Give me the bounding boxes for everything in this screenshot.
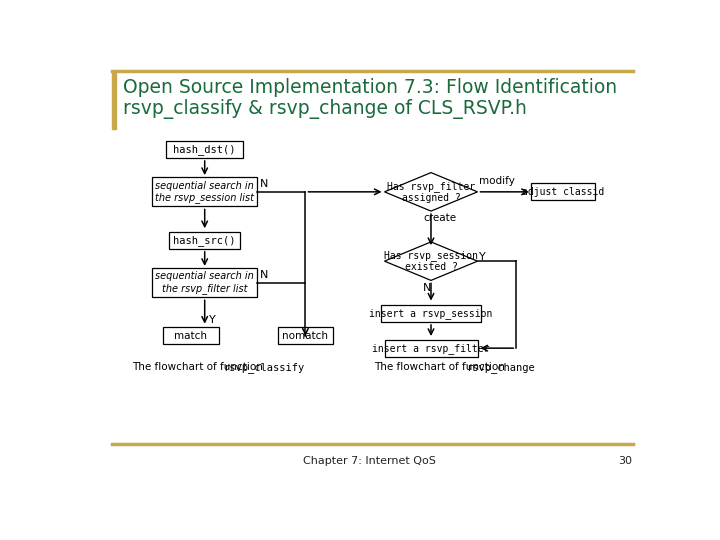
- Text: Open Source Implementation 7.3: Flow Identification: Open Source Implementation 7.3: Flow Ide…: [122, 78, 616, 97]
- Text: match: match: [174, 331, 207, 341]
- FancyBboxPatch shape: [153, 268, 257, 298]
- FancyBboxPatch shape: [169, 232, 240, 249]
- Bar: [112, 71, 116, 129]
- FancyBboxPatch shape: [163, 327, 219, 345]
- Text: N: N: [423, 283, 431, 293]
- Text: 30: 30: [618, 456, 632, 467]
- Text: modify: modify: [479, 176, 515, 186]
- Text: N: N: [260, 269, 269, 280]
- Polygon shape: [384, 242, 477, 280]
- Text: create: create: [423, 213, 456, 224]
- Text: Y: Y: [209, 315, 215, 326]
- Text: hash_dst(): hash_dst(): [174, 144, 236, 155]
- FancyBboxPatch shape: [384, 340, 477, 356]
- Text: rsvp_classify: rsvp_classify: [223, 362, 305, 373]
- Text: hash_src(): hash_src(): [174, 235, 236, 246]
- Text: insert a rsvp_session: insert a rsvp_session: [369, 308, 492, 319]
- Text: Has rsvp_filter
assigned ?: Has rsvp_filter assigned ?: [387, 180, 475, 203]
- Text: rsvp_change: rsvp_change: [466, 362, 535, 373]
- Text: sequential search in
the rsvp_session list: sequential search in the rsvp_session li…: [156, 180, 254, 203]
- Text: The flowchart of function: The flowchart of function: [132, 362, 266, 373]
- FancyBboxPatch shape: [381, 305, 482, 322]
- FancyBboxPatch shape: [153, 177, 257, 206]
- Text: N: N: [260, 179, 269, 189]
- Polygon shape: [384, 173, 477, 211]
- Text: Y: Y: [479, 252, 486, 262]
- Text: insert a rsvp_filter: insert a rsvp_filter: [372, 343, 490, 354]
- FancyBboxPatch shape: [531, 184, 595, 200]
- FancyBboxPatch shape: [166, 141, 243, 158]
- Text: Has rsvp_session
existed ?: Has rsvp_session existed ?: [384, 250, 478, 272]
- Text: nomatch: nomatch: [282, 331, 328, 341]
- Text: adjust classid: adjust classid: [521, 187, 604, 197]
- Text: Chapter 7: Internet QoS: Chapter 7: Internet QoS: [302, 456, 436, 467]
- Text: rsvp_classify & rsvp_change of CLS_RSVP.h: rsvp_classify & rsvp_change of CLS_RSVP.…: [122, 99, 526, 119]
- Text: The flowchart of function: The flowchart of function: [374, 362, 508, 373]
- FancyBboxPatch shape: [277, 327, 333, 345]
- Text: sequential search in
the rsvp_filter list: sequential search in the rsvp_filter lis…: [156, 272, 254, 294]
